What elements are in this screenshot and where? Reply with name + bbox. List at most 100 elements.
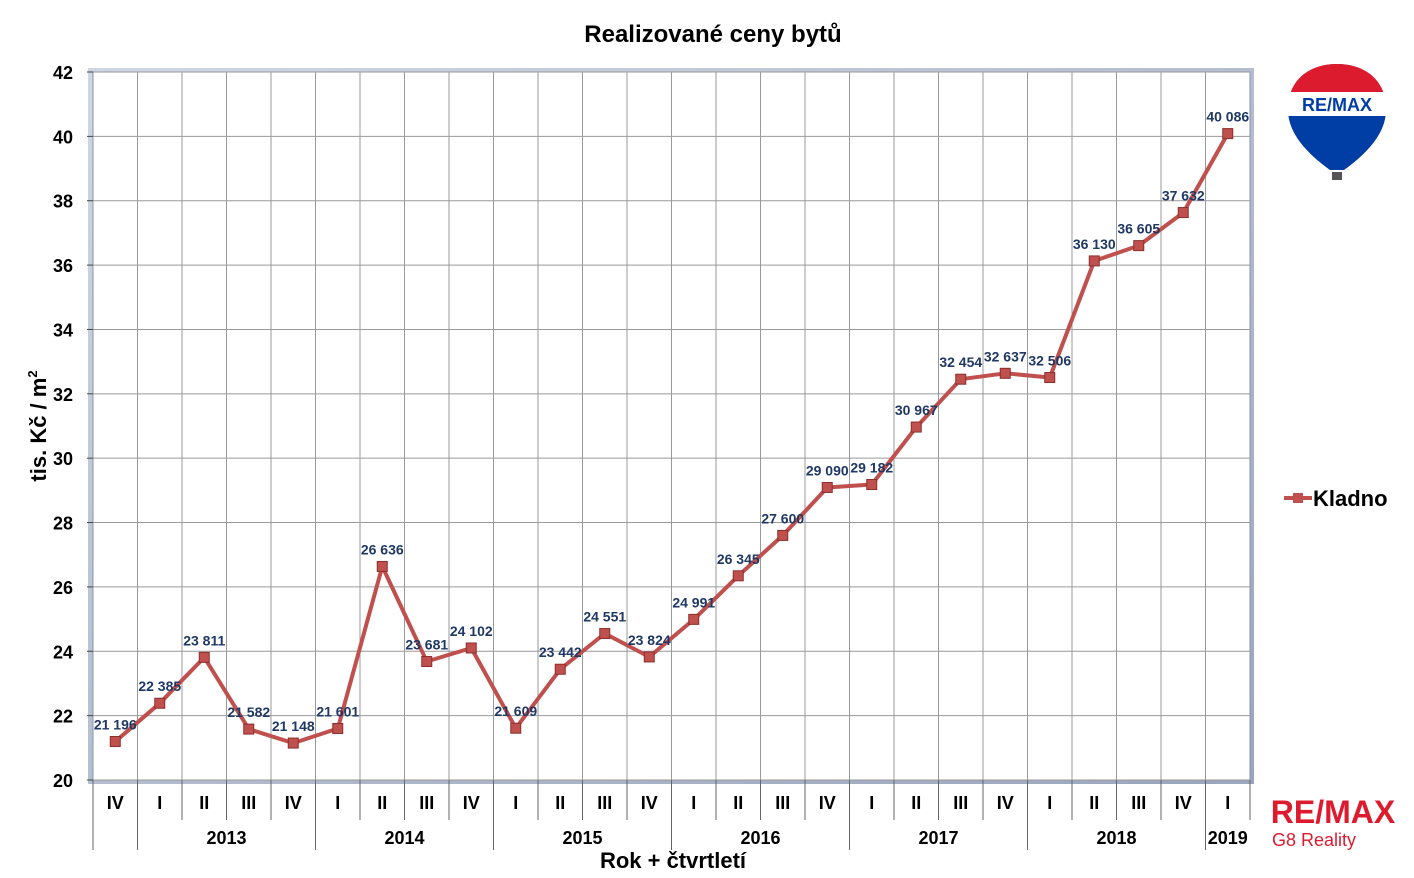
y-axis-label: tis. Kč / m2 xyxy=(25,370,51,481)
year-label: 2017 xyxy=(918,828,958,848)
year-label: 2013 xyxy=(206,828,246,848)
data-label: 21 609 xyxy=(494,703,537,719)
x-tick-label: IV xyxy=(107,793,124,813)
y-tick-label: 36 xyxy=(53,256,73,276)
y-axis-ticks: 20 22 24 26 28 30 32 34 36 38 40 42 xyxy=(53,63,93,791)
data-point xyxy=(1177,207,1189,219)
data-label: 40 086 xyxy=(1206,109,1249,125)
data-label: 23 442 xyxy=(539,644,582,660)
data-point xyxy=(1088,255,1100,267)
x-tick-label: I xyxy=(869,793,874,813)
data-label: 23 811 xyxy=(183,632,225,648)
series-kladno xyxy=(109,128,1234,749)
data-label: 24 991 xyxy=(672,594,715,610)
x-tick-label: I xyxy=(157,793,162,813)
balloon-basket xyxy=(1332,172,1342,180)
x-tick-label: II xyxy=(1089,793,1099,813)
balloon-brand-text: RE/MAX xyxy=(1302,95,1372,115)
data-label: 30 967 xyxy=(895,402,938,418)
x-tick-label: I xyxy=(335,793,340,813)
data-label: 21 582 xyxy=(227,704,270,720)
x-tick-label: III xyxy=(775,793,790,813)
data-label: 23 681 xyxy=(405,637,448,653)
x-tick-label: II xyxy=(555,793,565,813)
data-point xyxy=(1222,128,1234,140)
data-label: 32 454 xyxy=(939,354,982,370)
x-tick-label: III xyxy=(1131,793,1146,813)
data-label: 23 824 xyxy=(628,632,671,648)
data-label: 21 148 xyxy=(272,718,315,734)
x-axis: IV I II III IV I II III IV I II III IV I II III IV I II III… xyxy=(92,780,1251,850)
x-axis-label: Rok + čtvrtletí xyxy=(600,848,747,873)
data-point xyxy=(332,722,344,734)
data-point xyxy=(465,642,477,654)
data-label: 21 601 xyxy=(316,703,359,719)
x-tick-label: II xyxy=(911,793,921,813)
data-label: 24 102 xyxy=(450,623,493,639)
y-tick-label: 34 xyxy=(53,320,73,340)
data-point xyxy=(198,651,210,663)
year-label: 2019 xyxy=(1208,828,1248,848)
y-tick-label: 26 xyxy=(53,578,73,598)
data-label: 32 506 xyxy=(1028,353,1071,369)
x-tick-label: IV xyxy=(285,793,302,813)
x-tick-label: I xyxy=(1225,793,1230,813)
y-tick-label: 22 xyxy=(53,707,73,727)
y-tick-label: 32 xyxy=(53,385,73,405)
data-label: 36 130 xyxy=(1073,236,1116,252)
x-tick-label: III xyxy=(953,793,968,813)
x-tick-label: III xyxy=(597,793,612,813)
x-tick-label: I xyxy=(691,793,696,813)
x-tick-label: III xyxy=(419,793,434,813)
x-tick-label: IV xyxy=(463,793,480,813)
y-tick-label: 40 xyxy=(53,127,73,147)
year-label: 2016 xyxy=(740,828,780,848)
data-point xyxy=(154,697,166,709)
chart-title: Realizované ceny bytů xyxy=(584,21,841,48)
data-point xyxy=(554,663,566,675)
y-tick-label: 38 xyxy=(53,192,73,212)
data-point xyxy=(821,481,833,493)
data-point xyxy=(1133,240,1145,252)
remax-logo-text: RE/MAX xyxy=(1271,794,1396,830)
data-label: 26 345 xyxy=(717,551,760,567)
data-point xyxy=(643,651,655,663)
remax-logo: RE/MAX G8 Reality xyxy=(1271,794,1396,850)
data-point xyxy=(732,570,744,582)
y-tick-label: 28 xyxy=(53,514,73,534)
data-label: 26 636 xyxy=(361,541,404,557)
legend-marker xyxy=(1293,493,1303,503)
x-tick-label: IV xyxy=(641,793,658,813)
data-label: 36 605 xyxy=(1117,221,1160,237)
data-label: 24 551 xyxy=(583,609,626,625)
x-tick-label: III xyxy=(241,793,256,813)
data-point xyxy=(955,373,967,385)
x-tick-label: IV xyxy=(1175,793,1192,813)
year-label: 2018 xyxy=(1096,828,1136,848)
year-label: 2015 xyxy=(562,828,602,848)
data-point xyxy=(599,628,611,640)
x-tick-label: I xyxy=(513,793,518,813)
x-tick-label: I xyxy=(1047,793,1052,813)
data-label: 29 090 xyxy=(806,462,849,478)
y-tick-label: 20 xyxy=(53,771,73,791)
data-label: 21 196 xyxy=(94,717,137,733)
y-axis-label-text: tis. Kč / m xyxy=(26,378,51,482)
data-point xyxy=(287,737,299,749)
legend: Kladno xyxy=(1284,486,1388,511)
grid-lines xyxy=(93,71,1250,781)
data-label: 37 632 xyxy=(1162,188,1205,204)
data-label: 29 182 xyxy=(850,460,893,476)
x-tick-label: II xyxy=(199,793,209,813)
data-point xyxy=(243,723,255,735)
data-label: 32 637 xyxy=(984,348,1027,364)
series-line xyxy=(113,132,1230,746)
data-point xyxy=(1044,372,1056,384)
y-tick-label: 42 xyxy=(53,63,73,83)
data-point xyxy=(421,656,433,668)
x-tick-label: II xyxy=(733,793,743,813)
data-label: 22 385 xyxy=(138,678,181,694)
data-point xyxy=(777,529,789,541)
